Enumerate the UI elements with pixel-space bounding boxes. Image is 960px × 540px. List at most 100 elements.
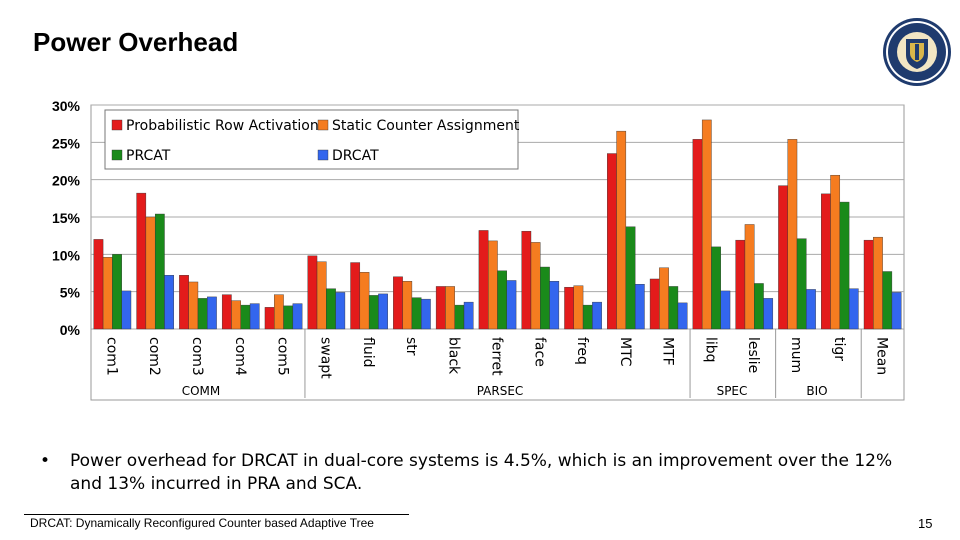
bar — [102, 257, 113, 330]
x-tick-label: com2 — [146, 337, 162, 376]
bar — [497, 270, 508, 330]
bar — [720, 290, 731, 330]
legend-label: Static Counter Assignment — [332, 118, 520, 134]
y-tick-label: 25% — [52, 135, 81, 151]
x-tick-label: com4 — [232, 337, 248, 376]
bar — [573, 285, 584, 330]
x-tick-label: fluid — [360, 337, 376, 367]
bar — [873, 236, 883, 330]
x-tick-label: MTF — [660, 337, 676, 366]
bar — [711, 246, 721, 330]
group-label: PARSEC — [477, 384, 524, 398]
bar — [488, 240, 498, 330]
bar — [677, 302, 688, 330]
bar — [179, 275, 189, 330]
bar — [164, 275, 174, 330]
bar — [763, 298, 774, 330]
x-tick-label: swapt — [317, 337, 333, 379]
x-tick-label: face — [531, 337, 547, 367]
y-tick-label: 0% — [60, 322, 81, 338]
x-tick-label: leslie — [745, 337, 761, 373]
slide-title: Power Overhead — [33, 27, 239, 57]
bar — [882, 271, 893, 330]
bar — [540, 266, 550, 330]
y-tick-label: 20% — [52, 173, 81, 189]
x-tick-label: black — [446, 337, 462, 375]
bar — [121, 290, 132, 330]
bar — [145, 216, 156, 330]
bar — [350, 262, 361, 330]
bar — [454, 304, 465, 330]
bar — [530, 242, 541, 330]
x-tick-label: mum — [788, 337, 804, 373]
bar — [506, 280, 517, 330]
bar — [221, 294, 232, 330]
bar — [411, 297, 422, 330]
bar — [478, 230, 489, 330]
x-tick-label: libq — [702, 337, 718, 363]
bar — [463, 301, 474, 330]
bar — [316, 261, 327, 330]
bar — [264, 307, 275, 330]
group-label: BIO — [806, 384, 827, 398]
bar — [668, 286, 679, 330]
bar — [378, 293, 388, 330]
x-tick-label: com1 — [103, 337, 119, 376]
bar — [634, 284, 645, 330]
bar — [839, 201, 850, 330]
bar — [701, 119, 712, 330]
bar — [830, 174, 841, 330]
group-label: SPEC — [717, 384, 748, 398]
footer-text: DRCAT: Dynamically Reconfigured Counter … — [30, 516, 374, 530]
legend-swatch — [317, 119, 329, 131]
bar — [821, 193, 831, 330]
bar — [326, 288, 336, 330]
university-seal-icon — [883, 18, 951, 86]
group-label: COMM — [182, 384, 221, 398]
bar — [521, 230, 532, 330]
bar — [435, 286, 446, 330]
bar — [754, 283, 764, 330]
x-tick-label: Mean — [874, 337, 890, 375]
page-number: 15 — [918, 516, 933, 531]
bar — [863, 239, 874, 330]
bar — [197, 298, 208, 330]
bar — [93, 239, 104, 330]
bar — [393, 276, 403, 330]
bar — [806, 289, 816, 330]
x-tick-label: com5 — [275, 337, 291, 376]
bar — [136, 192, 147, 330]
bar — [292, 303, 303, 330]
bar — [744, 224, 755, 330]
bar — [188, 281, 199, 330]
footer-divider — [24, 514, 409, 515]
bar — [402, 281, 413, 330]
bar — [112, 254, 122, 330]
bar — [359, 272, 370, 330]
bar — [787, 139, 798, 330]
bar — [549, 281, 560, 330]
x-tick-label: com3 — [189, 337, 205, 376]
bar — [616, 130, 627, 330]
legend-label: PRCAT — [126, 148, 171, 164]
legend-swatch — [111, 149, 123, 161]
x-tick-label: tigr — [831, 337, 847, 361]
x-tick-label: MTC — [617, 337, 633, 367]
x-tick-label: ferret — [489, 337, 505, 376]
bar — [207, 296, 217, 330]
bar — [249, 303, 260, 330]
legend-swatch — [111, 119, 123, 131]
x-tick-label: str — [403, 337, 419, 356]
bar — [735, 239, 746, 330]
bar — [649, 278, 660, 330]
bar — [274, 294, 284, 330]
legend-box — [104, 109, 519, 170]
bar — [796, 238, 807, 330]
bar — [564, 286, 574, 330]
x-tick-label: freq — [574, 337, 590, 365]
bar — [421, 298, 431, 330]
bar — [891, 292, 902, 330]
y-tick-label: 15% — [52, 210, 81, 226]
y-tick-label: 5% — [60, 285, 81, 301]
chart-labels: 0% 5% 10% 15% 20% 25% 30% com1 com2 com3 com4 com5 s… — [52, 98, 890, 398]
